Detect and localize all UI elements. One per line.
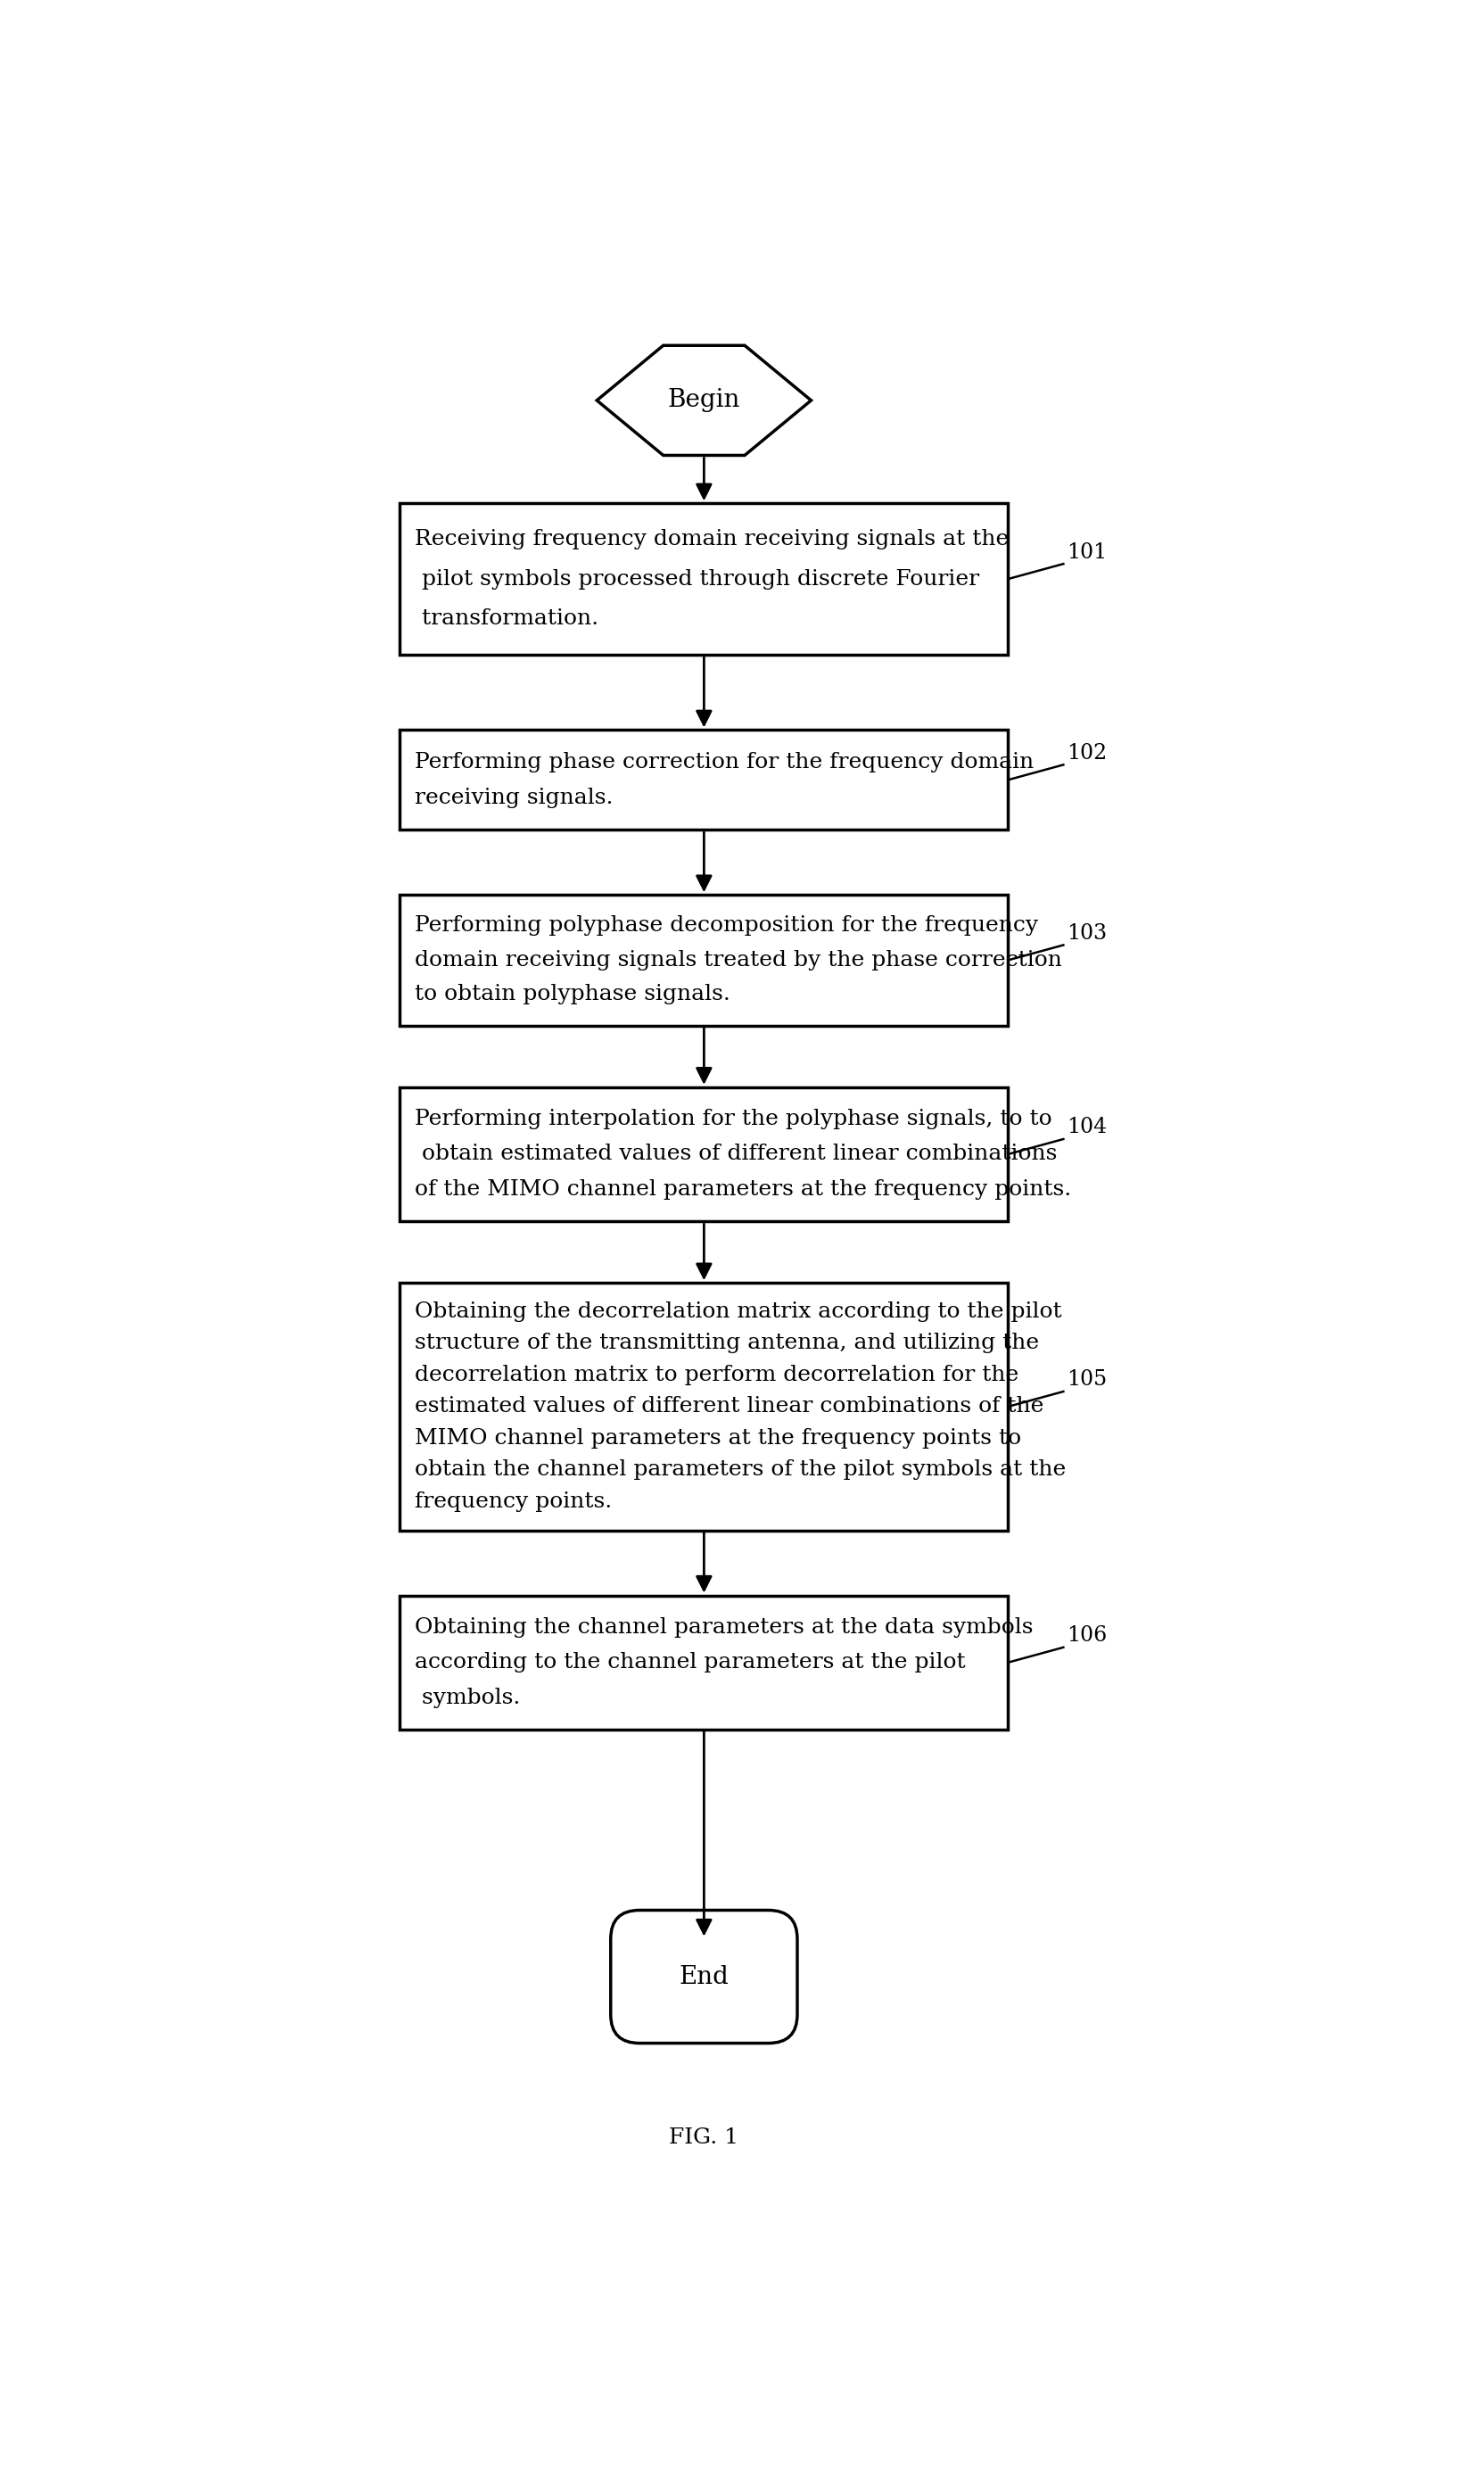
Text: 102: 102	[1066, 743, 1107, 763]
Text: estimated values of different linear combinations of the: estimated values of different linear com…	[416, 1398, 1043, 1417]
Bar	[399, 1088, 1008, 1222]
Text: Performing polyphase decomposition for the frequency: Performing polyphase decomposition for t…	[416, 914, 1037, 937]
Text: 103: 103	[1066, 924, 1107, 944]
Text: 105: 105	[1066, 1370, 1107, 1390]
Text: decorrelation matrix to perform decorrelation for the: decorrelation matrix to perform decorrel…	[416, 1365, 1018, 1385]
Text: symbols.: symbols.	[416, 1688, 521, 1707]
Text: End: End	[678, 1965, 729, 1990]
Text: Obtaining the decorrelation matrix according to the pilot: Obtaining the decorrelation matrix accor…	[416, 1301, 1061, 1321]
Text: transformation.: transformation.	[416, 610, 598, 629]
Text: 101: 101	[1066, 543, 1107, 563]
Text: 104: 104	[1066, 1118, 1107, 1137]
Text: of the MIMO channel parameters at the frequency points.: of the MIMO channel parameters at the fr…	[416, 1180, 1071, 1199]
Text: structure of the transmitting antenna, and utilizing the: structure of the transmitting antenna, a…	[416, 1333, 1039, 1353]
Text: Receiving frequency domain receiving signals at the: Receiving frequency domain receiving sig…	[416, 528, 1009, 550]
Bar	[399, 731, 1008, 830]
Bar	[399, 503, 1008, 654]
Text: FIG. 1: FIG. 1	[669, 2129, 739, 2148]
Text: Performing phase correction for the frequency domain: Performing phase correction for the freq…	[416, 751, 1034, 773]
Text: Performing interpolation for the polyphase signals, to to: Performing interpolation for the polypha…	[416, 1108, 1052, 1130]
Text: domain receiving signals treated by the phase correction: domain receiving signals treated by the …	[416, 949, 1061, 971]
Text: 106: 106	[1066, 1626, 1107, 1645]
Polygon shape	[597, 344, 810, 456]
Text: to obtain polyphase signals.: to obtain polyphase signals.	[416, 984, 730, 1004]
Text: pilot symbols processed through discrete Fourier: pilot symbols processed through discrete…	[416, 570, 979, 590]
Text: obtain the channel parameters of the pilot symbols at the: obtain the channel parameters of the pil…	[416, 1460, 1066, 1479]
Text: according to the channel parameters at the pilot: according to the channel parameters at t…	[416, 1653, 965, 1673]
Text: obtain estimated values of different linear combinations: obtain estimated values of different lin…	[416, 1145, 1057, 1165]
Bar	[399, 1284, 1008, 1531]
Text: frequency points.: frequency points.	[416, 1492, 611, 1512]
Text: MIMO channel parameters at the frequency points to: MIMO channel parameters at the frequency…	[416, 1427, 1021, 1450]
Bar	[399, 895, 1008, 1026]
Text: Begin: Begin	[668, 389, 741, 411]
Text: receiving signals.: receiving signals.	[416, 788, 613, 808]
Text: Obtaining the channel parameters at the data symbols: Obtaining the channel parameters at the …	[416, 1618, 1033, 1638]
FancyBboxPatch shape	[610, 1911, 797, 2044]
Bar	[399, 1596, 1008, 1730]
